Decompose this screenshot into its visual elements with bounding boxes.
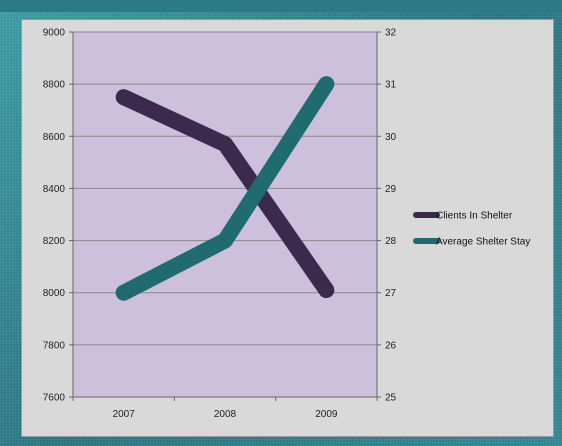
legend-label: Clients In Shelter — [436, 211, 513, 222]
legend: Clients In Shelter Average Shelter Stay — [413, 211, 530, 248]
left-tick-label: 8400 — [43, 184, 66, 195]
right-tick-label: 32 — [385, 28, 397, 39]
left-axis-ticks: 7600 7800 8000 8200 8400 8600 8800 9000 — [43, 28, 74, 404]
left-tick-label: 7600 — [43, 393, 66, 404]
right-tick-label: 26 — [385, 340, 397, 351]
left-tick-label: 8200 — [43, 236, 66, 247]
right-tick-label: 27 — [385, 288, 397, 299]
series-lines — [115, 76, 335, 301]
left-tick-label: 9000 — [43, 28, 66, 39]
right-tick-label: 30 — [385, 132, 397, 143]
right-tick-label: 29 — [385, 184, 397, 195]
series-line-average-shelter-stay — [115, 76, 335, 301]
x-tick-label: 2007 — [113, 409, 136, 420]
x-tick-label: 2008 — [214, 409, 237, 420]
right-tick-label: 28 — [385, 236, 397, 247]
right-tick-label: 31 — [385, 80, 397, 91]
left-tick-label: 8800 — [43, 80, 66, 91]
series-line-clients-in-shelter — [115, 89, 335, 299]
left-tick-label: 7800 — [43, 340, 66, 351]
right-tick-label: 25 — [385, 393, 397, 404]
top-banner-strip — [0, 0, 562, 12]
left-tick-label: 8000 — [43, 288, 66, 299]
legend-label: Average Shelter Stay — [436, 237, 530, 248]
x-axis-ticks: 2007 2008 2009 — [72, 396, 378, 420]
x-tick-label: 2009 — [315, 409, 338, 420]
right-axis-ticks: 25 26 27 28 29 30 31 32 — [376, 28, 397, 404]
left-tick-label: 8600 — [43, 132, 66, 143]
